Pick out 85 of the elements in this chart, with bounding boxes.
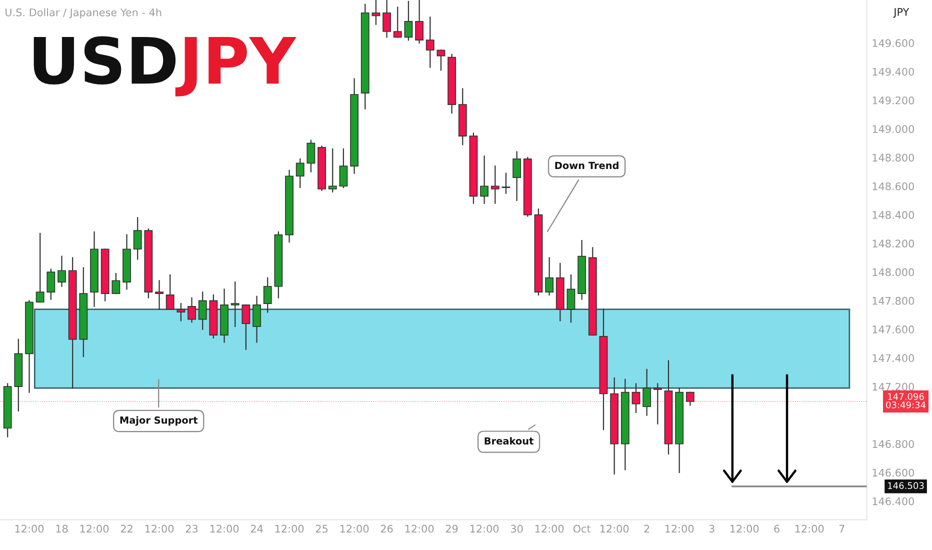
x-tick-label: 22 bbox=[120, 524, 132, 533]
x-tick-label: 30 bbox=[510, 524, 523, 533]
candlestick bbox=[382, 0, 392, 38]
x-tick-label: 26 bbox=[380, 524, 393, 533]
ref-line-label: 147.096 03:49:34 bbox=[886, 393, 926, 408]
y-tick-label: 148.200 bbox=[872, 240, 914, 248]
candlestick bbox=[188, 297, 196, 323]
candlestick bbox=[46, 268, 56, 300]
y-tick-label: 147.800 bbox=[872, 296, 914, 305]
x-tick-label: 23 bbox=[186, 524, 198, 533]
y-tick-label: 148.600 bbox=[872, 182, 914, 190]
y-tick-label: 149.200 bbox=[872, 96, 914, 104]
candlestick bbox=[686, 392, 694, 406]
candlestick bbox=[490, 166, 500, 204]
candlestick bbox=[436, 50, 446, 71]
candlestick bbox=[512, 151, 522, 202]
x-tick-label: 12:00 bbox=[145, 524, 174, 533]
x-tick-label: 12:00 bbox=[795, 524, 824, 533]
x-tick-label: 12:00 bbox=[210, 524, 239, 533]
y-axis-title: JPY bbox=[893, 8, 910, 18]
x-tick-label: 12:00 bbox=[665, 524, 694, 533]
candlestick bbox=[176, 302, 186, 322]
candlestick bbox=[242, 304, 250, 350]
x-tick-label: 24 bbox=[250, 524, 263, 533]
x-tick-label: 12:00 bbox=[730, 524, 759, 533]
candlestick bbox=[642, 368, 652, 416]
x-tick-label: 3 bbox=[709, 524, 714, 533]
candlestick bbox=[296, 158, 304, 188]
x-tick-label: 25 bbox=[316, 524, 328, 533]
text: USDJPY bbox=[34, 36, 296, 96]
y-tick-label: 149.600 bbox=[872, 39, 914, 48]
x-tick-label: 12:00 bbox=[80, 524, 109, 533]
x-tick-label: 29 bbox=[446, 524, 458, 533]
candlestick bbox=[252, 296, 261, 343]
x-tick-label: 18 bbox=[56, 524, 68, 533]
x-tick-label: 12:00 bbox=[275, 524, 304, 533]
candlestick bbox=[328, 148, 337, 192]
x-tick-label: 7 bbox=[839, 524, 844, 533]
text: U.S. Dollar / Japanese Yen - 4h bbox=[6, 8, 162, 18]
candlestick bbox=[404, 0, 413, 41]
candlestick bbox=[306, 140, 316, 172]
y-tick-label: 146.600 bbox=[872, 468, 914, 477]
candlestick bbox=[545, 257, 554, 296]
candlestick bbox=[653, 383, 662, 424]
y-tick-label: 146.400 bbox=[872, 497, 914, 506]
candlestick bbox=[393, 6, 402, 38]
candlestick bbox=[415, 0, 424, 44]
candlestick bbox=[166, 274, 174, 310]
candlestick bbox=[230, 282, 240, 328]
y-tick-label: 149.400 bbox=[872, 68, 914, 76]
candlestick bbox=[502, 172, 510, 194]
y-tick-label: 148.400 bbox=[872, 211, 914, 219]
y-tick-label: 147.400 bbox=[872, 354, 914, 362]
y-tick-label: 147.200 bbox=[872, 382, 914, 391]
x-tick-label: 12:00 bbox=[535, 524, 564, 533]
x-tick-label: 12:00 bbox=[340, 524, 369, 533]
y-tick-label: 148.800 bbox=[872, 154, 914, 162]
x-tick-label: 2 bbox=[644, 524, 650, 533]
annotation: Major Support bbox=[120, 416, 198, 426]
ref-line-label: 146.503 bbox=[888, 482, 924, 490]
candlestick bbox=[426, 16, 434, 68]
x-tick-label: 12:00 bbox=[600, 524, 629, 533]
y-tick-label: 148.000 bbox=[872, 268, 914, 276]
x-tick-label: 12:00 bbox=[405, 524, 434, 533]
candlestick bbox=[155, 280, 164, 310]
candlestick bbox=[480, 156, 489, 204]
candlestick bbox=[632, 383, 640, 413]
candlestick bbox=[566, 274, 576, 323]
x-tick-label: 6 bbox=[774, 524, 780, 533]
candlestick bbox=[36, 232, 44, 303]
candlestick bbox=[112, 272, 120, 294]
y-tick-label: 146.800 bbox=[872, 440, 914, 448]
candlestick bbox=[58, 256, 66, 287]
y-tick-label: 149.000 bbox=[872, 125, 914, 133]
candlestick bbox=[339, 148, 348, 188]
annotation: Down Trend bbox=[555, 162, 618, 170]
x-tick-label: 12:00 bbox=[470, 524, 499, 533]
annotation: Breakout bbox=[484, 437, 534, 445]
candlestick bbox=[133, 217, 142, 260]
x-tick-label: Oct bbox=[573, 524, 591, 533]
x-tick-label: 12:00 bbox=[15, 524, 44, 533]
candlestick bbox=[198, 292, 207, 330]
y-tick-label: 147.600 bbox=[872, 326, 914, 334]
candlestick bbox=[263, 277, 272, 313]
candlestick bbox=[372, 0, 380, 25]
